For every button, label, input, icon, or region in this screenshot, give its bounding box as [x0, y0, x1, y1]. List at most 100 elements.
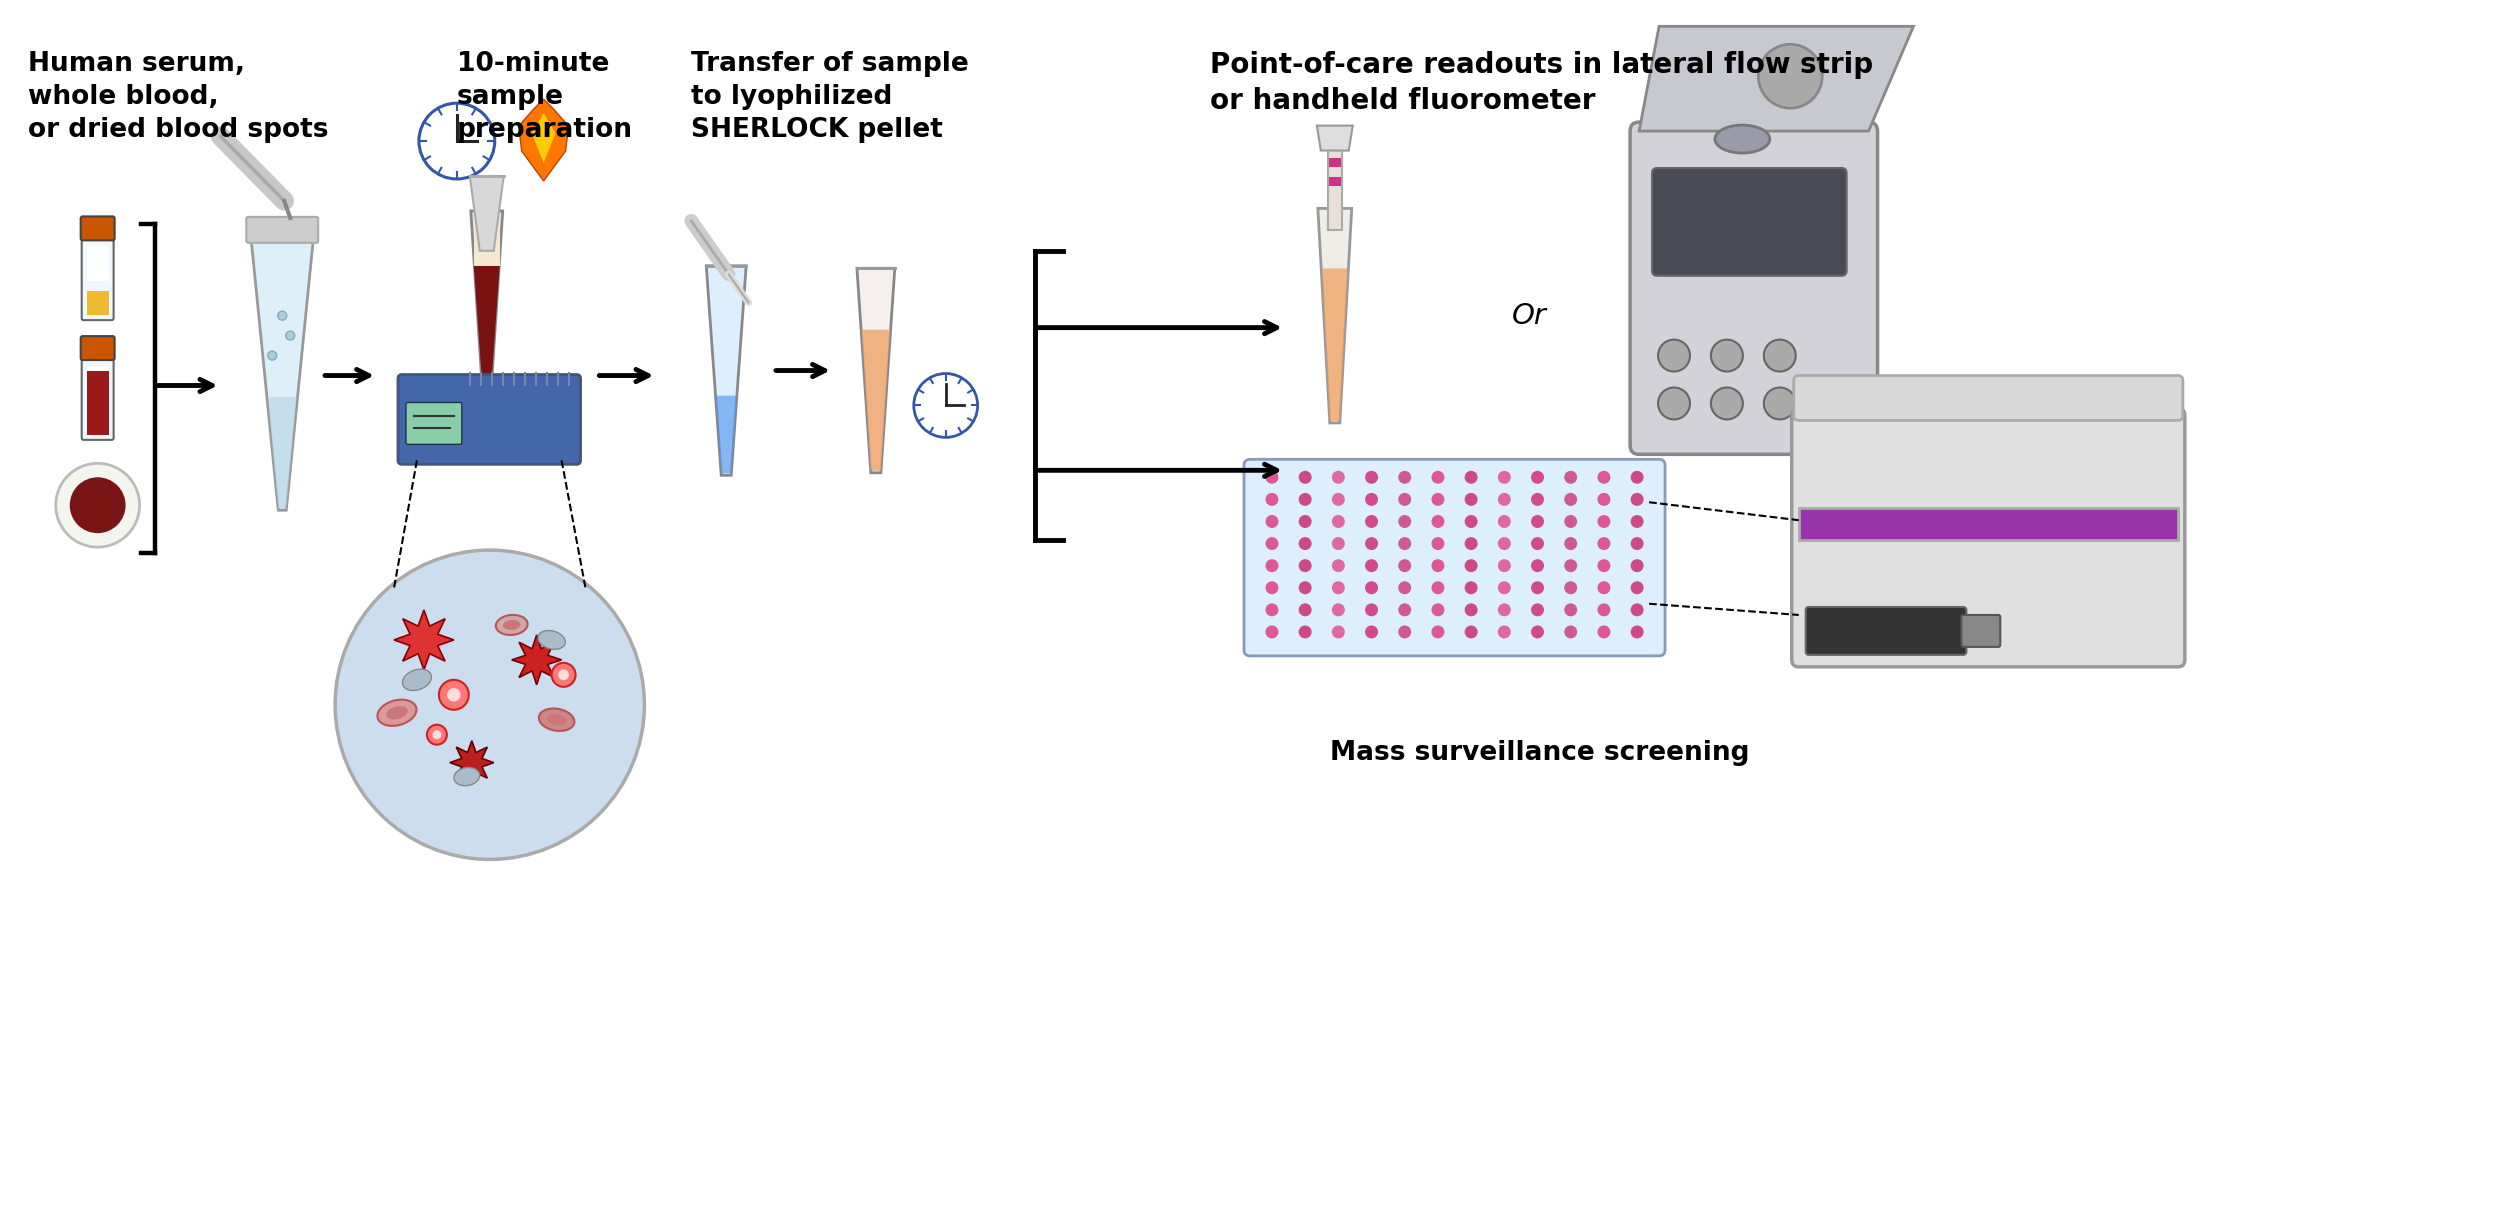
Polygon shape	[715, 395, 737, 474]
Circle shape	[1565, 471, 1578, 483]
Ellipse shape	[538, 630, 565, 649]
Circle shape	[1298, 604, 1312, 616]
Polygon shape	[862, 330, 890, 471]
Circle shape	[1565, 625, 1578, 639]
Circle shape	[1465, 581, 1478, 594]
Circle shape	[1432, 537, 1445, 549]
Text: Mass surveillance screening: Mass surveillance screening	[1330, 740, 1750, 765]
Polygon shape	[268, 398, 298, 509]
FancyBboxPatch shape	[1630, 122, 1878, 454]
Circle shape	[1465, 537, 1478, 549]
Text: Transfer of sample
to lyophilized
SHERLOCK pellet: Transfer of sample to lyophilized SHERLO…	[693, 52, 970, 143]
Circle shape	[432, 730, 442, 739]
Polygon shape	[532, 113, 555, 163]
Bar	[88, 365, 108, 400]
Circle shape	[1332, 604, 1345, 616]
Circle shape	[1398, 471, 1410, 483]
Circle shape	[420, 104, 495, 180]
Circle shape	[1432, 559, 1445, 572]
Circle shape	[1630, 604, 1642, 616]
Circle shape	[1365, 537, 1378, 549]
Circle shape	[1398, 493, 1410, 506]
FancyBboxPatch shape	[1805, 607, 1968, 654]
Circle shape	[1465, 471, 1478, 483]
Circle shape	[1630, 581, 1642, 594]
Circle shape	[1598, 493, 1610, 506]
Circle shape	[285, 331, 295, 340]
FancyBboxPatch shape	[248, 217, 318, 243]
Circle shape	[1365, 471, 1378, 483]
FancyBboxPatch shape	[1652, 167, 1848, 276]
Bar	[1330, 158, 1340, 166]
Ellipse shape	[548, 715, 568, 725]
Circle shape	[1332, 471, 1345, 483]
Circle shape	[1265, 515, 1278, 528]
Circle shape	[1265, 471, 1278, 483]
Ellipse shape	[385, 706, 408, 719]
Circle shape	[1432, 471, 1445, 483]
Circle shape	[1298, 471, 1312, 483]
Circle shape	[1432, 625, 1445, 639]
Text: Or: Or	[1512, 301, 1548, 330]
Ellipse shape	[378, 700, 418, 725]
Circle shape	[1265, 604, 1278, 616]
Circle shape	[1298, 515, 1312, 528]
Circle shape	[1465, 493, 1478, 506]
FancyBboxPatch shape	[80, 217, 115, 240]
Polygon shape	[858, 269, 895, 472]
Circle shape	[1365, 493, 1378, 506]
Circle shape	[1432, 493, 1445, 506]
Circle shape	[1332, 559, 1345, 572]
Polygon shape	[707, 266, 745, 475]
Circle shape	[1765, 340, 1795, 371]
Circle shape	[552, 663, 575, 687]
Circle shape	[1465, 559, 1478, 572]
Circle shape	[1630, 625, 1642, 639]
Circle shape	[268, 351, 278, 360]
Circle shape	[448, 688, 460, 701]
Polygon shape	[470, 176, 502, 251]
Circle shape	[1332, 537, 1345, 549]
Circle shape	[1398, 625, 1410, 639]
FancyBboxPatch shape	[398, 375, 580, 464]
FancyBboxPatch shape	[1792, 376, 2182, 421]
Polygon shape	[470, 211, 502, 381]
Circle shape	[1398, 537, 1410, 549]
Circle shape	[1598, 559, 1610, 572]
Circle shape	[1630, 493, 1642, 506]
Circle shape	[1498, 559, 1510, 572]
Circle shape	[1498, 581, 1510, 594]
Circle shape	[1465, 625, 1478, 639]
Circle shape	[1365, 559, 1378, 572]
Circle shape	[558, 670, 570, 680]
Polygon shape	[512, 635, 562, 684]
Polygon shape	[475, 213, 500, 266]
Circle shape	[1598, 537, 1610, 549]
Circle shape	[1598, 604, 1610, 616]
FancyBboxPatch shape	[1245, 459, 1665, 656]
Circle shape	[1530, 559, 1545, 572]
Polygon shape	[475, 266, 500, 378]
FancyBboxPatch shape	[82, 351, 112, 440]
Circle shape	[1530, 471, 1545, 483]
Circle shape	[1710, 340, 1742, 371]
Circle shape	[1565, 581, 1578, 594]
Circle shape	[1598, 581, 1610, 594]
Circle shape	[1432, 581, 1445, 594]
Circle shape	[1265, 625, 1278, 639]
Circle shape	[428, 724, 448, 745]
Circle shape	[1530, 604, 1545, 616]
Circle shape	[1530, 537, 1545, 549]
Circle shape	[1565, 604, 1578, 616]
Circle shape	[1332, 493, 1345, 506]
Circle shape	[1332, 625, 1345, 639]
Circle shape	[55, 463, 140, 547]
Bar	[1798, 509, 2178, 540]
Circle shape	[1365, 581, 1378, 594]
Circle shape	[440, 680, 470, 710]
FancyBboxPatch shape	[405, 402, 462, 445]
Text: Point-of-care readouts in lateral flow strip
or handheld fluorometer: Point-of-care readouts in lateral flow s…	[1210, 52, 1872, 114]
FancyBboxPatch shape	[1792, 408, 2185, 666]
Circle shape	[335, 551, 645, 859]
Circle shape	[1565, 515, 1578, 528]
